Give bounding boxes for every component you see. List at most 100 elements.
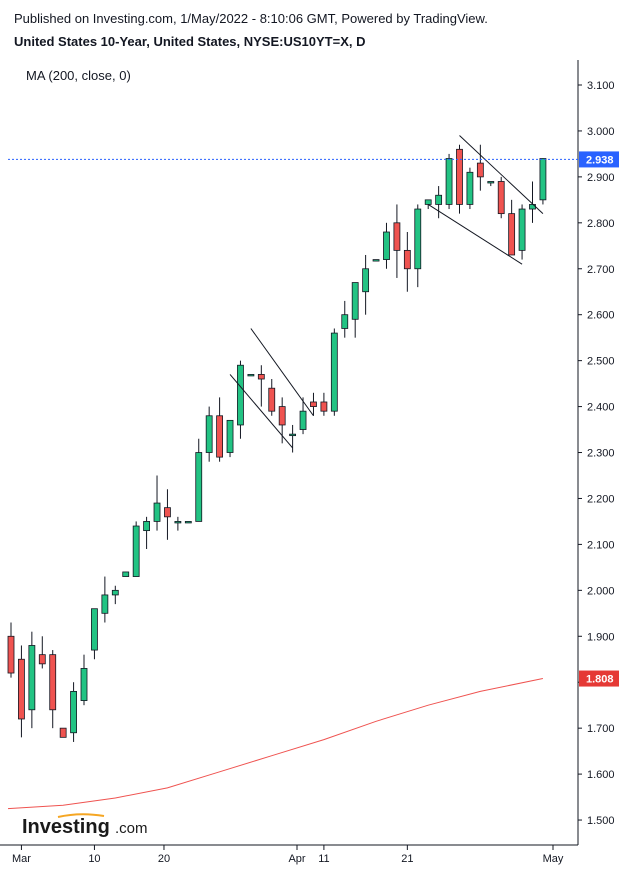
candle — [247, 374, 255, 377]
candle-body — [456, 148, 463, 205]
candle-body — [341, 314, 349, 329]
candle — [330, 328, 338, 416]
x-tick-label: 10 — [88, 853, 100, 865]
candle — [164, 489, 171, 540]
candle — [257, 365, 265, 407]
candle-body — [362, 268, 370, 293]
candle — [466, 167, 474, 210]
candles-layer — [7, 144, 547, 742]
candle-body — [164, 507, 171, 518]
investing-logo: Investing .com — [22, 813, 148, 838]
x-tick-label: Mar — [12, 853, 31, 865]
candle-body — [257, 374, 265, 380]
candle-body — [59, 727, 67, 738]
candle — [111, 585, 119, 605]
candle-body — [393, 222, 401, 251]
candle-body — [28, 645, 36, 711]
candle-body — [320, 401, 328, 412]
candle-body — [289, 433, 297, 437]
y-tick-label: 1.600 — [587, 769, 615, 781]
candle — [497, 176, 505, 219]
candle-body — [487, 181, 495, 184]
ma-value-badge-text: 1.808 — [586, 674, 614, 686]
candle-body — [101, 594, 109, 614]
candle — [174, 516, 182, 531]
candle-body — [476, 162, 484, 178]
y-tick-label: 2.900 — [587, 172, 615, 184]
candle — [80, 654, 88, 706]
candle — [49, 650, 57, 729]
candle — [393, 204, 401, 278]
candle-body — [435, 194, 443, 205]
candle — [487, 181, 495, 187]
candle — [184, 521, 192, 524]
logo-suffix-text: .com — [115, 820, 148, 837]
candle-body — [268, 387, 276, 412]
candle-body — [330, 332, 338, 412]
ma-200-line — [7, 678, 544, 810]
candle-body — [91, 608, 98, 651]
candle — [445, 153, 453, 210]
candle — [403, 232, 411, 292]
candle — [237, 360, 244, 439]
candle-body — [49, 654, 57, 711]
candle-body — [38, 654, 46, 665]
trendlines-layer — [229, 135, 544, 449]
candle — [195, 438, 203, 522]
trendline — [459, 135, 544, 214]
candle-body — [278, 406, 286, 426]
candle — [383, 222, 390, 269]
ma-value-badge-bg — [579, 670, 619, 687]
price-axis[interactable]: 3.100 3.000 2.900 2.800 2.700 2.600 2.500 2.400… — [578, 80, 615, 827]
candle-body — [299, 410, 307, 430]
candle-body — [539, 158, 547, 201]
time-axis[interactable]: Mar 10 20 Apr 11 21 May — [12, 845, 564, 865]
trendline — [229, 374, 293, 449]
candle — [143, 516, 150, 549]
candle-body — [445, 158, 453, 205]
y-tick-label: 1.700 — [587, 723, 615, 735]
candle-body — [383, 231, 390, 260]
candle-body — [424, 199, 432, 205]
candle-body — [497, 181, 505, 215]
candle-body — [529, 204, 536, 210]
candle — [372, 259, 380, 262]
candle-body — [310, 401, 317, 407]
y-tick-label: 3.100 — [587, 80, 615, 92]
candle-body — [153, 502, 161, 522]
ma-value-badge: 1.808 — [579, 670, 619, 687]
candle — [226, 419, 234, 458]
candle — [38, 636, 46, 669]
candle — [7, 622, 15, 678]
y-tick-label: 2.800 — [587, 218, 615, 230]
y-tick-label: 3.000 — [587, 126, 615, 138]
candle — [18, 645, 25, 738]
candle-body — [143, 521, 150, 532]
candle-body — [205, 415, 213, 453]
candle-body — [111, 589, 119, 596]
candle — [320, 392, 328, 416]
candle — [414, 204, 422, 288]
x-tick-label: May — [543, 853, 564, 865]
candle — [28, 631, 36, 729]
candle — [456, 144, 463, 214]
candle-body — [174, 521, 182, 524]
candle — [216, 397, 224, 462]
candle-body — [508, 213, 516, 256]
candle — [268, 379, 276, 416]
candle — [70, 682, 77, 742]
chart-symbol-title: United States 10-Year, United States, NY… — [14, 34, 366, 49]
y-tick-label: 2.200 — [587, 493, 615, 505]
candle — [362, 254, 370, 315]
candle — [351, 282, 359, 338]
x-tick-label: 21 — [401, 853, 413, 865]
candle — [508, 199, 516, 256]
indicator-label: MA (200, close, 0) — [26, 68, 131, 83]
candle-body — [403, 249, 411, 270]
candle — [205, 406, 213, 462]
price-badges-layer: 2.938 1.808 — [579, 151, 619, 687]
candle-body — [184, 521, 192, 524]
y-tick-label: 2.000 — [587, 585, 615, 597]
candle — [518, 204, 526, 260]
